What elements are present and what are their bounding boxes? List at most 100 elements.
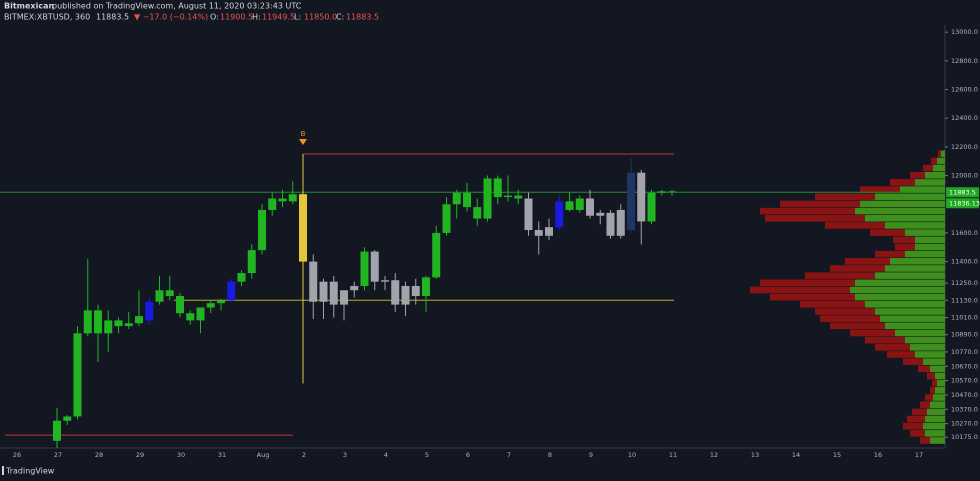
profile-down <box>875 344 910 351</box>
x-tick-label: 27 <box>54 451 62 459</box>
candle-body <box>565 201 574 210</box>
x-tick-label: 15 <box>833 451 841 459</box>
candle-body <box>534 230 543 236</box>
profile-up <box>915 179 945 186</box>
annotation-marker <box>299 139 307 146</box>
profile-down <box>920 437 930 444</box>
y-tick-label: 10370.0 <box>951 405 978 413</box>
y-tick-label: 12600.0 <box>951 86 978 94</box>
profile-down <box>875 250 905 258</box>
candle-body <box>63 416 72 421</box>
profile-up <box>885 222 945 229</box>
profile-down <box>903 358 923 365</box>
profile-down <box>907 415 925 423</box>
author: Bitmexican <box>4 2 54 11</box>
candle-body <box>350 285 359 291</box>
profile-up <box>933 394 945 401</box>
profile-up <box>930 365 945 373</box>
candle-body <box>329 281 338 305</box>
logo <box>2 466 4 475</box>
profile-down <box>760 279 855 287</box>
profile-up <box>865 214 945 222</box>
profile-up <box>905 250 945 258</box>
y-tick-label: 10770.0 <box>951 348 978 356</box>
profile-up <box>865 301 945 308</box>
profile-up <box>855 279 945 287</box>
candle-body <box>73 333 82 417</box>
ohlc-value: 11949.5 <box>262 13 295 22</box>
x-tick-label: 8 <box>548 451 552 459</box>
candle-body <box>432 232 441 278</box>
profile-up <box>925 430 945 437</box>
candle-body <box>473 207 482 219</box>
profile-down <box>770 293 855 301</box>
profile-down <box>800 301 865 308</box>
profile-down <box>925 394 933 401</box>
profile-up <box>915 243 945 251</box>
brand: TradingView <box>5 467 55 476</box>
profile-down <box>850 329 895 337</box>
profile-up <box>935 372 945 380</box>
candle-body <box>370 251 379 282</box>
profile-down <box>825 222 885 229</box>
profile-down <box>893 236 915 244</box>
profile-up <box>905 336 945 344</box>
y-tick-label: 10890.0 <box>951 331 978 339</box>
candle-body <box>493 178 502 198</box>
candle-body <box>575 198 584 210</box>
price-label-box <box>946 198 979 209</box>
x-tick-label: Aug <box>257 451 270 459</box>
profile-up <box>860 200 945 208</box>
candle-body <box>514 195 523 199</box>
profile-up <box>935 387 945 394</box>
profile-up <box>910 344 945 351</box>
profile-up <box>930 401 945 408</box>
profile-down <box>918 365 930 373</box>
x-tick-label: 17 <box>915 451 923 459</box>
profile-down <box>760 207 855 215</box>
profile-up <box>927 408 945 416</box>
profile-up <box>855 207 945 215</box>
x-tick-label: 7 <box>507 451 511 459</box>
profile-up <box>937 157 945 165</box>
candle-body <box>319 281 328 302</box>
last-price: 11883.5 <box>96 13 129 22</box>
candle-body <box>237 273 246 282</box>
candle-body <box>288 194 297 202</box>
published: published on TradingView.com, August 11,… <box>52 2 302 11</box>
candle-body <box>145 301 154 321</box>
y-tick-label: 10670.0 <box>951 362 978 370</box>
y-tick-label: 13000.0 <box>951 28 978 36</box>
y-tick-label: 11250.0 <box>951 279 978 287</box>
profile-up <box>880 315 945 322</box>
profile-up <box>850 286 945 294</box>
profile-down <box>805 272 875 279</box>
profile-up <box>923 422 945 430</box>
candle-body <box>411 285 420 297</box>
profile-up <box>875 193 945 201</box>
candle-body <box>94 310 102 334</box>
ohlc-value: 11883.5 <box>346 13 379 22</box>
candle-body <box>596 212 605 216</box>
x-tick-label: 13 <box>751 451 759 459</box>
candle-body <box>442 204 451 233</box>
candle-body <box>401 285 410 305</box>
profile-down <box>910 430 925 437</box>
ohlc-label: C: <box>336 13 344 22</box>
price-label-box <box>946 187 979 198</box>
profile-down <box>780 200 860 208</box>
y-tick-label: 11600.0 <box>951 229 978 237</box>
x-tick-label: 16 <box>874 451 882 459</box>
profile-down <box>910 171 925 179</box>
ohlc-label: L: <box>294 13 301 22</box>
candle-body <box>555 201 564 228</box>
annotation-text: B <box>301 130 306 138</box>
profile-up <box>885 322 945 330</box>
profile-down <box>920 401 930 408</box>
candle-body <box>616 209 625 236</box>
candle-body <box>165 290 174 297</box>
x-tick-label: 6 <box>466 451 470 459</box>
candle-body <box>258 209 266 251</box>
candle-body <box>227 281 236 301</box>
candle-body <box>268 198 277 210</box>
